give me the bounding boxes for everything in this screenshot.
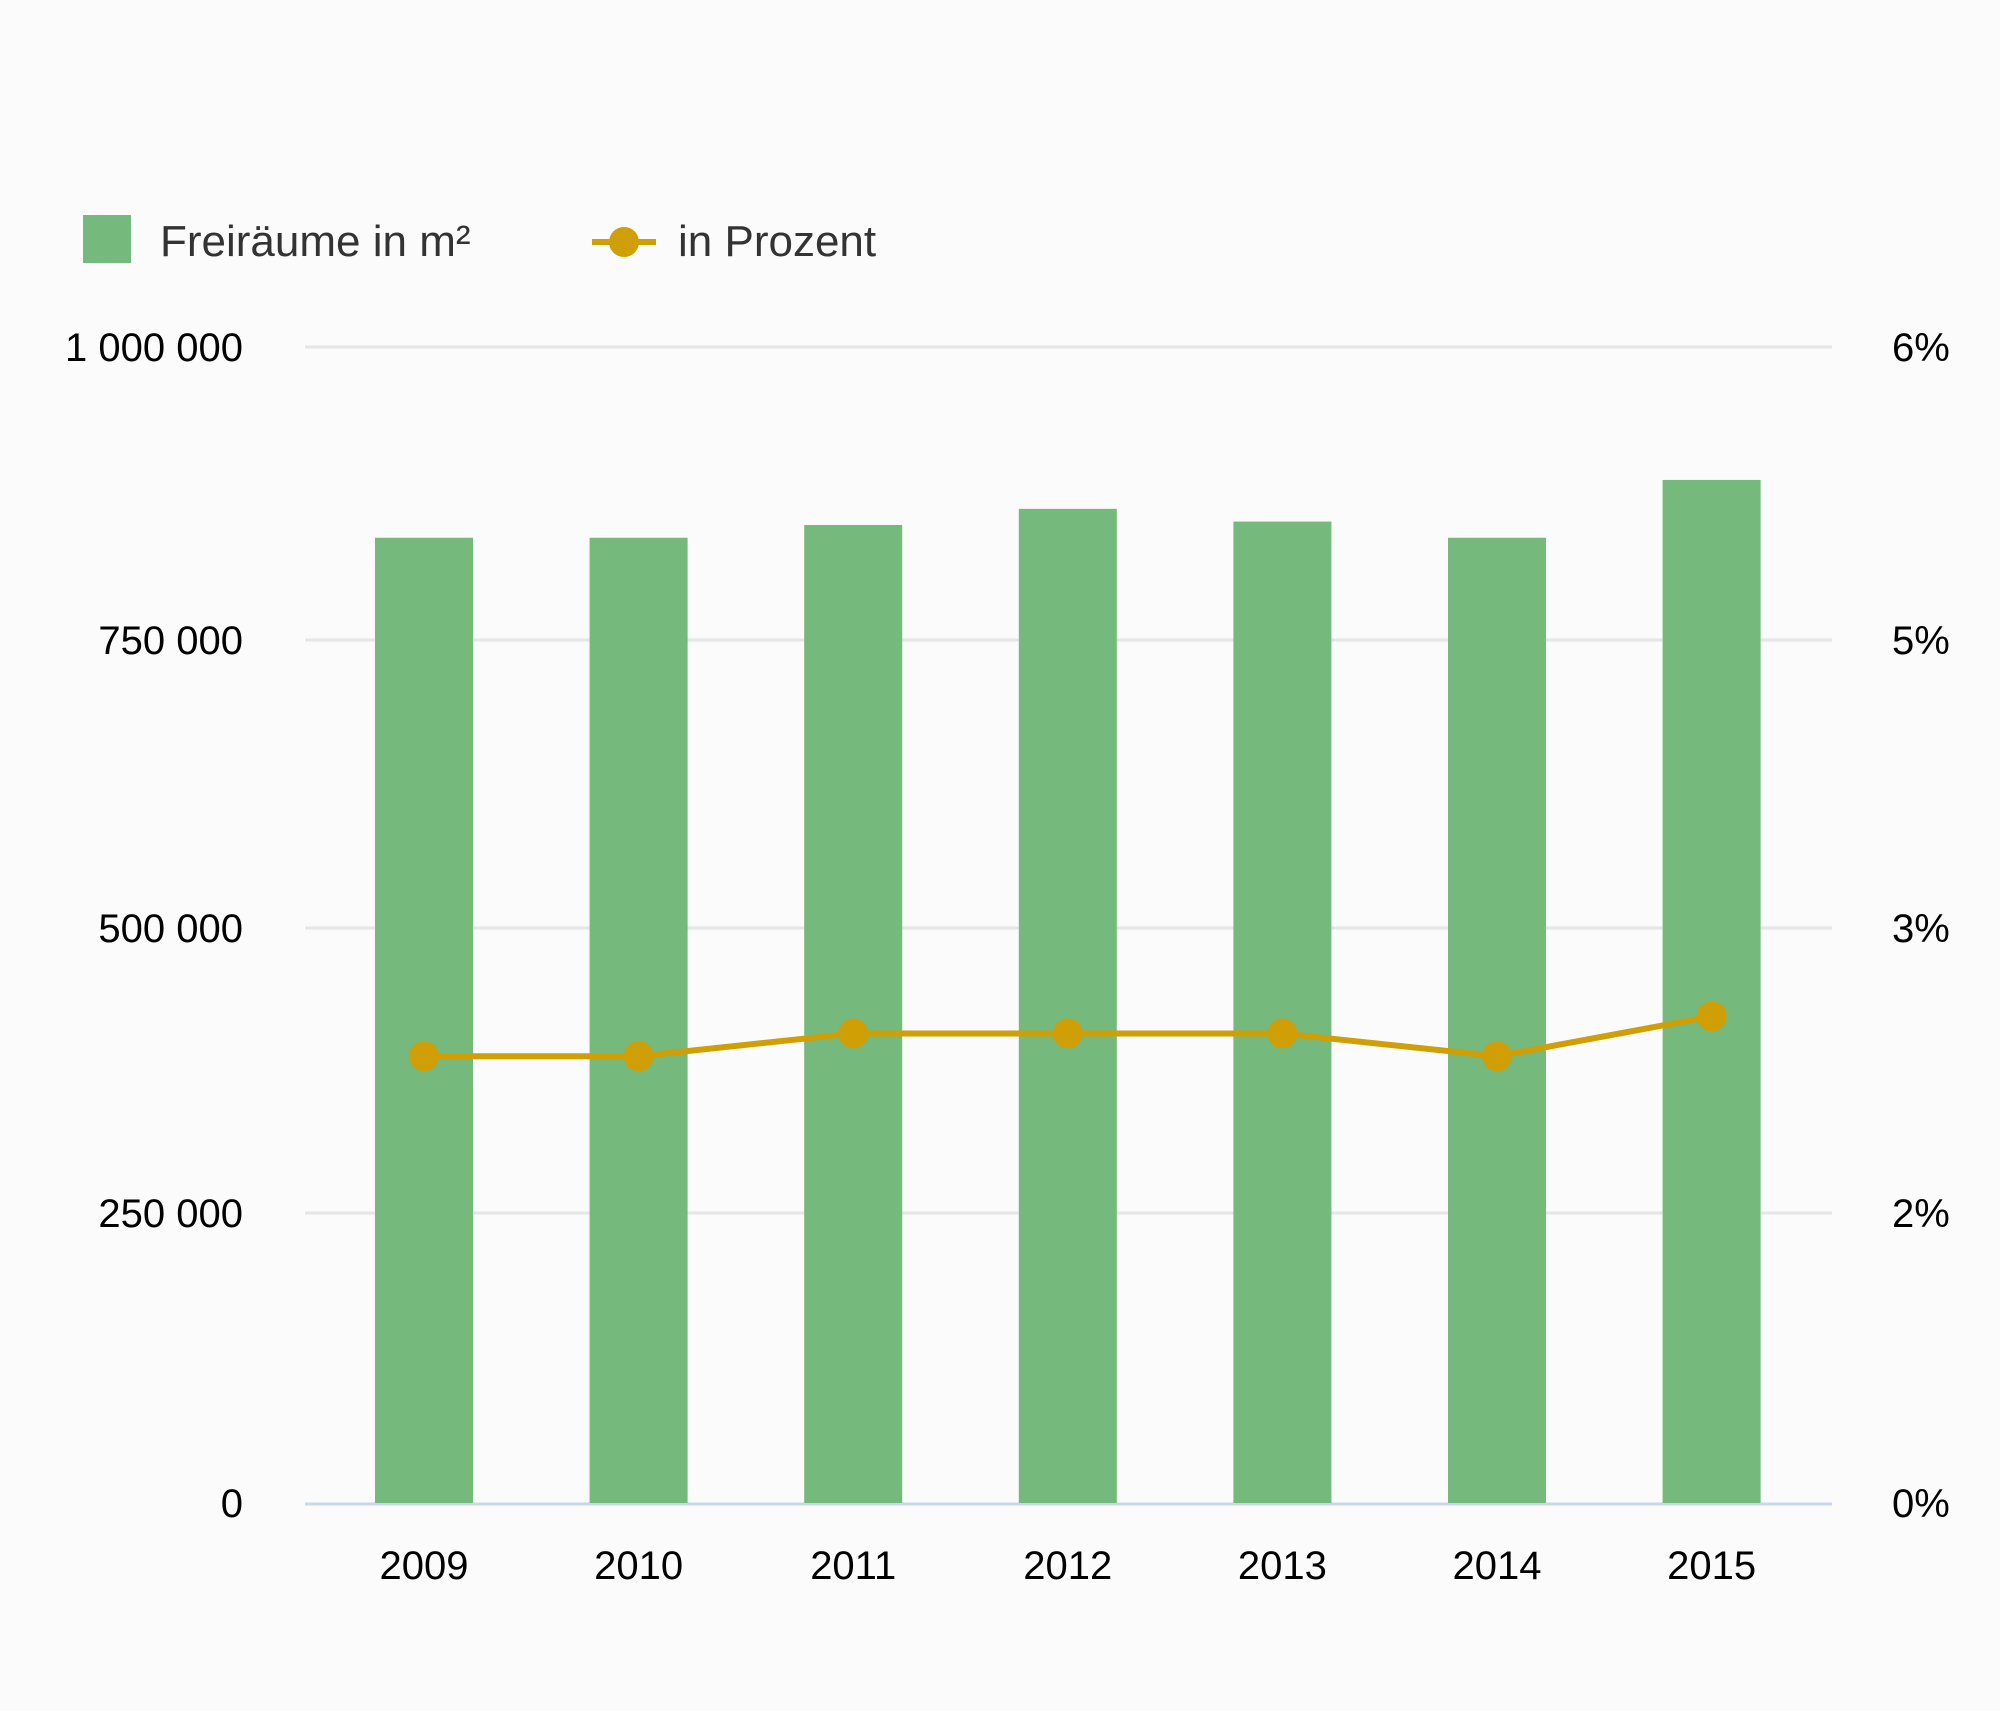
point-2009[interactable] [409, 1041, 439, 1072]
legend-item-line[interactable]: in Prozent [592, 217, 876, 266]
y-right-tick-label: 5% [1892, 619, 1950, 663]
y-right-tick-label: 0% [1892, 1482, 1950, 1526]
legend-line-marker [609, 227, 639, 257]
y-left-tick-label: 750 000 [98, 619, 243, 663]
left-axis: 0 250 000 500 000 750 000 1 000 000 [65, 326, 243, 1526]
y-right-tick-label: 2% [1892, 1192, 1950, 1236]
bar-2014[interactable] [1448, 537, 1546, 1503]
y-left-tick-label: 500 000 [98, 907, 243, 951]
bar-2013[interactable] [1233, 521, 1332, 1503]
legend: Freiräume in m² in Prozent [83, 215, 876, 266]
bar-2010[interactable] [589, 537, 688, 1503]
y-left-tick-label: 0 [221, 1482, 243, 1526]
point-2012[interactable] [1052, 1018, 1083, 1049]
y-right-tick-label: 3% [1892, 907, 1950, 951]
x-axis: 2009 2010 2011 2012 2013 2014 2015 [380, 1544, 1757, 1588]
x-tick-label: 2015 [1667, 1544, 1756, 1588]
y-left-tick-label: 1 000 000 [65, 326, 243, 370]
legend-item-bars[interactable]: Freiräume in m² [83, 215, 471, 266]
point-2010[interactable] [623, 1041, 654, 1072]
x-tick-label: 2012 [1023, 1544, 1112, 1588]
point-2011[interactable] [838, 1018, 869, 1049]
bar-2011[interactable] [804, 525, 903, 1503]
line-series [409, 1001, 1727, 1072]
point-2015[interactable] [1696, 1001, 1727, 1032]
bar-2015[interactable] [1662, 479, 1761, 1503]
x-tick-label: 2011 [810, 1544, 896, 1588]
legend-bar-swatch [83, 215, 131, 263]
x-tick-label: 2009 [380, 1544, 469, 1588]
right-axis: 0% 2% 3% 5% 6% [1892, 326, 1950, 1526]
y-right-tick-label: 6% [1892, 326, 1950, 370]
point-2014[interactable] [1482, 1041, 1512, 1072]
legend-bar-label: Freiräume in m² [160, 217, 471, 266]
bar-2012[interactable] [1018, 508, 1117, 1504]
point-2013[interactable] [1267, 1018, 1298, 1049]
x-tick-label: 2014 [1453, 1544, 1542, 1588]
y-left-tick-label: 250 000 [98, 1192, 243, 1236]
legend-line-label: in Prozent [678, 217, 876, 266]
bar-2009[interactable] [375, 537, 473, 1503]
x-tick-label: 2013 [1238, 1544, 1327, 1588]
bar-series [375, 479, 1761, 1504]
x-tick-label: 2010 [594, 1544, 683, 1588]
